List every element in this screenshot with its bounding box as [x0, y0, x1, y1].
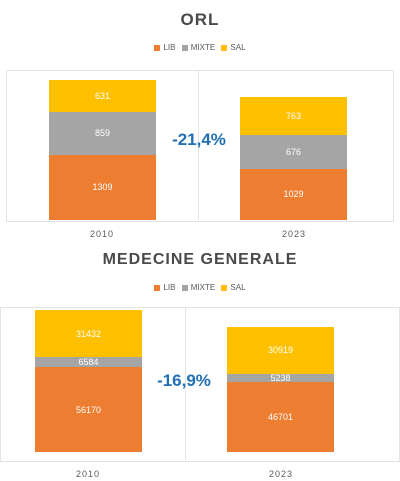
legend-item-sal: SAL [221, 43, 246, 52]
bar-segment-sal-2010: 631 [49, 80, 156, 112]
legend-label-mixte: MIXTE [190, 283, 216, 292]
legend-item-mixte: MIXTE [181, 43, 216, 52]
legend-label-sal: SAL [230, 283, 246, 292]
x-tick-2010: 2010 [75, 469, 101, 479]
change-annotation: -16,9% [157, 371, 211, 390]
bar-segment-mixte-2023: 5238 [227, 372, 334, 383]
legend-swatch-lib [154, 44, 161, 51]
bar-segment-mixte-2010: 859 [49, 111, 156, 155]
x-tick-2023: 2023 [268, 469, 294, 479]
bar-2010: 1309 859 631 [49, 80, 156, 220]
chart-title: MEDECINE GENERALE [102, 251, 298, 268]
chart-legend: LIB MIXTE SAL [0, 283, 400, 293]
x-tick-2010: 2010 [89, 229, 115, 239]
bar-2023: 1029 676 763 [240, 96, 347, 220]
bar-segment-lib-2010: 56170 [35, 367, 142, 452]
bar-segment-sal-2010: 31432 [35, 310, 142, 358]
legend-item-mixte: MIXTE [181, 283, 216, 292]
bar-segment-lib-2010: 1309 [49, 154, 156, 220]
legend-swatch-lib [154, 284, 161, 291]
data-label: 1309 [92, 182, 113, 193]
bar-segment-lib-2023: 46701 [227, 381, 334, 452]
data-label: 859 [94, 128, 111, 139]
data-label: 631 [94, 90, 111, 101]
data-label: 1029 [283, 189, 304, 200]
legend-item-lib: LIB [154, 283, 175, 292]
legend-label-lib: LIB [163, 283, 176, 292]
legend-label-sal: SAL [230, 43, 246, 52]
data-label: 30919 [267, 345, 294, 356]
bar-2010: 56170 6584 31432 [35, 310, 142, 452]
data-label: 6584 [78, 357, 99, 368]
chart-legend: LIB MIXTE SAL [0, 43, 400, 53]
data-label: 31432 [75, 328, 102, 339]
legend-swatch-sal [221, 284, 228, 291]
legend-item-sal: SAL [221, 283, 246, 292]
legend-label-lib: LIB [163, 43, 176, 52]
bar-2023: 46701 5238 30919 [227, 327, 334, 452]
change-annotation: -21,4% [172, 130, 226, 149]
bar-segment-sal-2023: 30919 [227, 327, 334, 374]
data-label: 676 [285, 146, 302, 157]
orl-chart: ORL LIB MIXTE SAL 1309 859 631 1029 676 763 … [0, 10, 400, 239]
x-tick-2023: 2023 [281, 229, 307, 239]
legend-swatch-mixte [181, 44, 188, 51]
legend-swatch-mixte [181, 284, 188, 291]
bar-segment-sal-2023: 763 [240, 96, 347, 135]
bar-segment-mixte-2010: 6584 [35, 357, 142, 367]
data-label: 763 [285, 110, 302, 121]
data-label: 5238 [270, 372, 291, 383]
data-label: 56170 [75, 404, 102, 415]
medecine-generale-chart: MEDECINE GENERALE LIB MIXTE SAL 56170 658… [0, 245, 400, 481]
legend-label-mixte: MIXTE [190, 43, 216, 52]
legend-swatch-sal [221, 44, 228, 51]
legend-item-lib: LIB [154, 43, 175, 52]
data-label: 46701 [267, 411, 294, 422]
chart-title: ORL [180, 10, 220, 29]
bar-segment-lib-2023: 1029 [240, 168, 347, 220]
plot-divider [185, 307, 186, 460]
bar-segment-mixte-2023: 676 [240, 134, 347, 169]
plot-divider [198, 70, 199, 220]
